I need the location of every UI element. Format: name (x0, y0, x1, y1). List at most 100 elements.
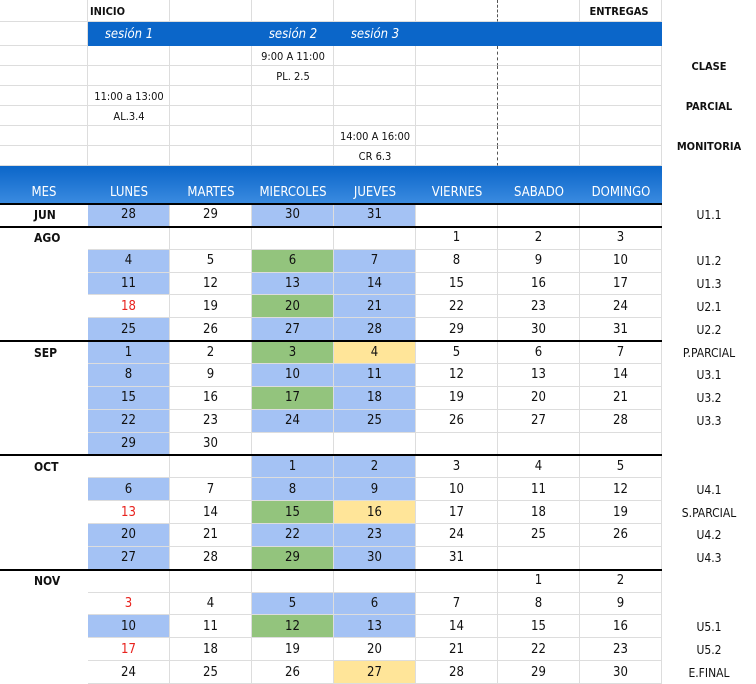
grid-cell (88, 146, 170, 166)
day-cell: 10 (580, 249, 662, 273)
day-cell: 19 (580, 501, 662, 524)
schedule-room: CR 6.3 (358, 149, 392, 163)
day-cell: 24 (416, 524, 498, 547)
day-cell: 23 (334, 524, 416, 547)
month-separator (0, 225, 662, 228)
day-cell: 4 (88, 249, 170, 273)
day-cell: 22 (88, 409, 170, 433)
schedule-room: AL.3.4 (113, 109, 145, 123)
day-cell: 12 (580, 478, 662, 502)
day-cell: 12 (252, 615, 334, 639)
day-cell: 29 (252, 546, 334, 570)
day-cell: 28 (334, 318, 416, 342)
month-label: NOV (34, 574, 61, 589)
empty-cell (416, 432, 498, 456)
grid-cell (252, 126, 334, 146)
grid-cell (88, 126, 170, 146)
schedule-time: 9:00 A 11:00 (261, 49, 325, 63)
day-cell: 14 (580, 364, 662, 387)
day-cell: 21 (416, 638, 498, 662)
day-cell: 2 (170, 341, 252, 364)
schedule-label: MONITORIA (676, 139, 742, 153)
grid-cell (416, 146, 498, 166)
grid-cell (88, 86, 170, 106)
month-separator (0, 340, 662, 343)
day-cell: 26 (252, 661, 334, 684)
session-label: sesión 2 (268, 26, 318, 42)
day-cell: 22 (252, 524, 334, 547)
session-label: sesión 3 (350, 26, 400, 42)
grid-cell (0, 146, 88, 166)
day-cell: 10 (416, 478, 498, 502)
day-cell: 12 (170, 272, 252, 296)
grid-cell (498, 0, 580, 22)
day-cell: 7 (334, 249, 416, 273)
unit-label: U3.1 (696, 368, 722, 383)
unit-label: U1.3 (696, 276, 722, 291)
unit-label: U5.2 (696, 642, 722, 657)
grid-cell (498, 106, 580, 126)
day-cell: 31 (334, 204, 416, 227)
day-cell: 10 (88, 615, 170, 639)
day-cell: 18 (334, 386, 416, 410)
grid-cell (88, 46, 170, 66)
unit-label: U1.1 (696, 208, 722, 223)
unit-label: U1.2 (696, 254, 722, 269)
empty-cell (498, 546, 580, 570)
header-label: VIERNES (431, 184, 483, 200)
day-cell: 16 (334, 501, 416, 524)
unit-label: U4.2 (696, 528, 722, 543)
day-cell: 29 (170, 204, 252, 227)
header-label: DOMINGO (591, 184, 651, 200)
grid-cell (170, 106, 252, 126)
grid-cell (252, 106, 334, 126)
header-band (0, 166, 662, 204)
month-label: JUN (34, 208, 56, 223)
header-label: LUNES (110, 184, 148, 200)
day-cell: 17 (416, 501, 498, 524)
month-label: SEP (34, 345, 58, 360)
empty-cell (170, 226, 252, 250)
schedule-label: PARCIAL (685, 99, 733, 113)
day-cell: 27 (88, 546, 170, 570)
grid-cell (580, 66, 662, 86)
day-cell: 27 (334, 661, 416, 684)
day-cell: 3 (416, 455, 498, 479)
grid-cell (252, 86, 334, 106)
day-cell: 3 (252, 341, 334, 364)
empty-cell (580, 204, 662, 227)
schedule-time: 14:00 A 16:00 (339, 129, 411, 143)
day-cell: 4 (334, 341, 416, 364)
empty-cell (252, 432, 334, 456)
day-cell: 24 (252, 409, 334, 433)
grid-cell (0, 126, 88, 146)
day-cell: 8 (416, 249, 498, 273)
day-cell: 7 (416, 592, 498, 616)
day-cell: 13 (334, 615, 416, 639)
grid-cell (88, 66, 170, 86)
schedule-label: CLASE (691, 59, 727, 73)
unit-label: U2.1 (696, 299, 722, 314)
grid-cell (0, 46, 88, 66)
day-cell: 18 (170, 638, 252, 662)
schedule-room: PL. 2.5 (276, 69, 310, 83)
day-cell: 2 (498, 226, 580, 250)
header-label: MIERCOLES (259, 184, 327, 200)
grid-cell (416, 0, 498, 22)
grid-cell (334, 46, 416, 66)
day-cell: 15 (88, 386, 170, 410)
empty-cell (416, 569, 498, 593)
grid-cell (498, 66, 580, 86)
day-cell: 17 (88, 638, 170, 662)
day-cell: 8 (88, 364, 170, 387)
day-cell: 2 (334, 455, 416, 479)
grid-cell (580, 86, 662, 106)
grid-cell (334, 106, 416, 126)
day-cell: 23 (580, 638, 662, 662)
day-cell: 1 (416, 226, 498, 250)
month-separator (0, 203, 662, 205)
day-cell: 28 (88, 204, 170, 227)
grid-cell (498, 46, 580, 66)
day-cell: 28 (580, 409, 662, 433)
unit-label: U2.2 (696, 322, 722, 337)
